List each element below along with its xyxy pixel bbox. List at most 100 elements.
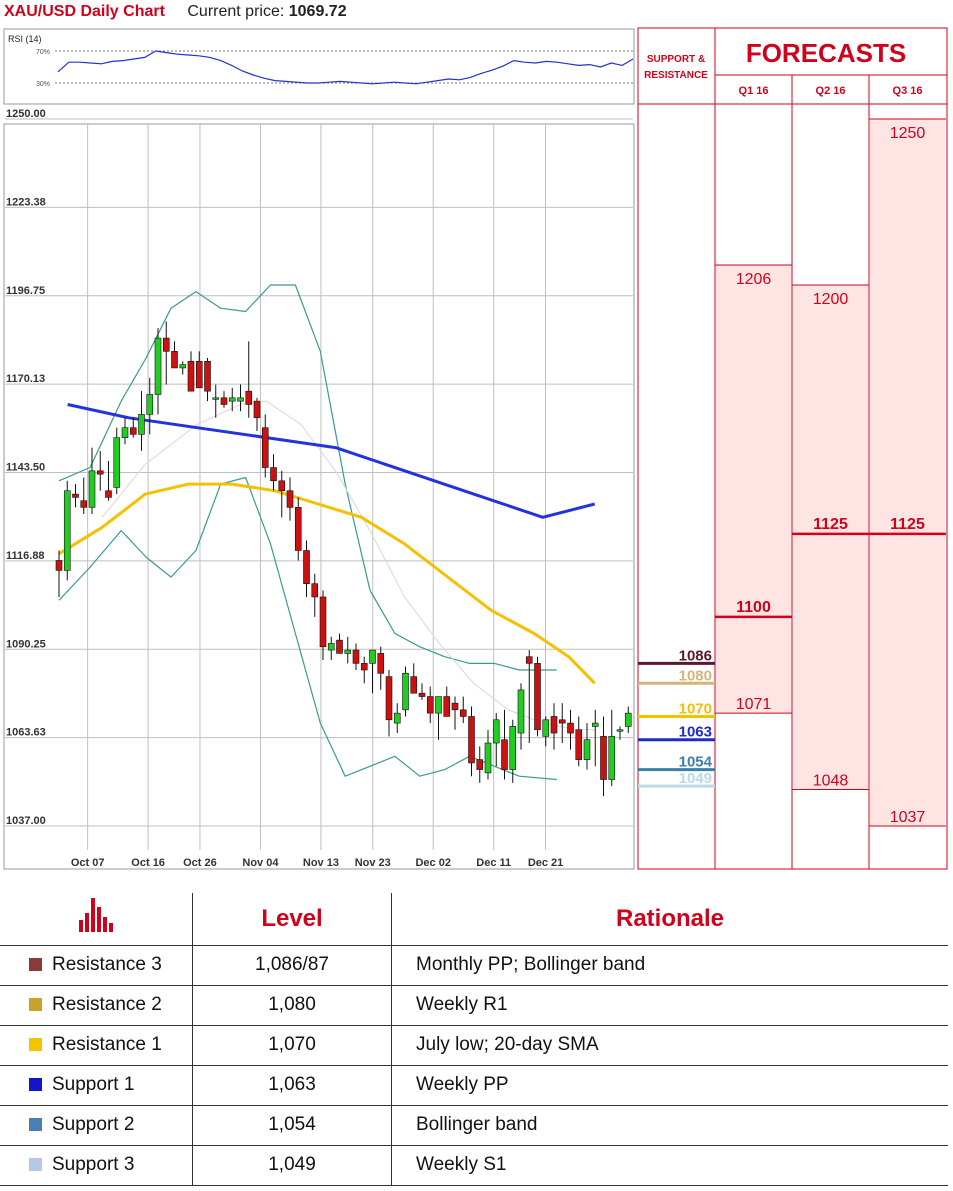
candle-body — [171, 351, 178, 369]
level-color-swatch — [29, 998, 42, 1011]
candle-body — [96, 470, 104, 475]
rationale-cell: Bollinger band — [391, 1105, 948, 1146]
level-column-header: Level — [192, 893, 392, 946]
rsi-lower-label: 30% — [36, 81, 50, 88]
candle-body — [261, 427, 269, 468]
candle-body — [385, 676, 393, 721]
bollinger-upper-line — [58, 284, 557, 671]
x-tick-label: Oct 26 — [183, 857, 217, 869]
table-header-row: Level Rationale — [0, 893, 948, 946]
candle-body — [204, 361, 211, 392]
level-name-cell: Support 1 — [0, 1065, 193, 1106]
candle-body — [410, 676, 418, 694]
candle-body — [63, 490, 71, 571]
candle-body — [352, 649, 360, 664]
level-color-swatch — [29, 958, 42, 971]
forecast-range-bar — [793, 284, 868, 790]
rsi-upper-label: 70% — [36, 49, 50, 56]
rationale-cell: July low; 20-day SMA — [391, 1025, 948, 1066]
y-tick-label: 1250.00 — [6, 108, 46, 120]
y-tick-label: 1143.50 — [6, 462, 45, 474]
current-price-value: 1069.72 — [288, 3, 347, 20]
forecast-panel: SUPPORT & RESISTANCE FORECASTS Q1 16 1206 1… — [637, 27, 948, 870]
sr-level-label: 1080 — [679, 667, 712, 684]
candle-body — [270, 467, 277, 482]
forecast-quarter-label: Q2 16 — [816, 85, 846, 97]
chart-header: XAU/USD Daily Chart Current price: 1069.… — [4, 3, 347, 25]
level-color-swatch — [29, 1078, 42, 1091]
level-color-swatch — [29, 1118, 42, 1131]
candle-body — [336, 639, 343, 654]
price-panel: 1250.00 1223.38 1196.75 1170.13 1143.50 1116.… — [3, 108, 635, 870]
candle-body — [525, 656, 533, 664]
candle-body — [402, 673, 409, 711]
candle-body — [72, 493, 79, 498]
forecast-high-value: 1200 — [813, 291, 849, 308]
chart-title: XAU/USD Daily Chart — [4, 3, 165, 20]
candle-body — [575, 729, 583, 760]
rationale-cell: Weekly R1 — [391, 985, 948, 1026]
candle-body — [443, 696, 451, 717]
candle-body — [129, 427, 137, 435]
y-tick-label: 1196.75 — [6, 285, 45, 297]
forecast-mid-value: 1100 — [736, 599, 771, 616]
price-frame — [3, 123, 635, 870]
forecast-quarter-label: Q3 16 — [893, 85, 923, 97]
candle-body — [583, 739, 591, 760]
candle-body — [435, 696, 442, 714]
candle-body — [303, 550, 310, 584]
bollinger-lower-line — [58, 476, 557, 781]
level-value-cell: 1,070 — [192, 1025, 392, 1066]
candle-body — [80, 500, 88, 508]
forecast-low-value: 1071 — [736, 696, 772, 713]
sr-level-label: 1063 — [679, 724, 712, 741]
candle-body — [237, 397, 244, 402]
y-tick-label: 1090.25 — [6, 638, 46, 650]
candle-body — [509, 726, 517, 770]
candle-body — [319, 596, 327, 648]
rationale-cell: Weekly S1 — [391, 1145, 948, 1186]
level-value-cell: 1,063 — [192, 1065, 392, 1106]
current-price-label: Current price: — [187, 3, 285, 20]
candle-body — [459, 709, 467, 717]
level-name-cell: Support 3 — [0, 1145, 193, 1186]
sma20-line — [101, 400, 595, 731]
forecast-high-value: 1206 — [736, 271, 772, 288]
sr-title-line-1: SUPPORT & RESISTANCE — [644, 54, 708, 81]
rsi-label: RSI (14) — [8, 34, 42, 44]
rsi-frame — [3, 28, 635, 105]
candle-body — [591, 722, 599, 727]
level-name: Resistance 2 — [52, 994, 162, 1015]
x-tick-label: Nov 23 — [355, 857, 391, 869]
candle-body — [105, 490, 112, 498]
candle-body — [558, 719, 566, 724]
forecast-range-bar — [870, 119, 945, 826]
forecast-mid-value: 1125 — [890, 516, 925, 533]
y-tick-label: 1223.38 — [6, 196, 46, 208]
candle-body — [418, 692, 426, 697]
level-value-cell: 1,054 — [192, 1105, 392, 1146]
level-name: Support 1 — [52, 1074, 135, 1095]
level-color-swatch — [29, 1038, 42, 1051]
sma50-line — [58, 482, 596, 685]
x-tick-label: Nov 04 — [242, 857, 279, 869]
bar-chart-icon — [0, 893, 193, 946]
candle-body — [377, 653, 385, 674]
candle-body — [245, 390, 253, 405]
candle-body — [138, 414, 145, 435]
candle-body — [55, 560, 63, 571]
candle-body — [162, 337, 170, 352]
level-name: Support 2 — [52, 1114, 135, 1135]
candle-body — [179, 364, 187, 369]
candle-body — [567, 722, 574, 734]
candle-body — [88, 470, 96, 508]
candle-body — [624, 712, 632, 727]
candle-body — [476, 759, 484, 770]
candle-body — [113, 437, 121, 488]
candle-body — [451, 702, 459, 711]
table-row: Support 3 1,049 Weekly S1 — [0, 1145, 948, 1186]
x-tick-label: Oct 07 — [71, 857, 105, 869]
rsi-panel: RSI (14) 70% 30% — [3, 28, 635, 105]
forecast-quarter-label: Q1 16 — [739, 85, 769, 97]
sma100-line — [67, 403, 596, 519]
